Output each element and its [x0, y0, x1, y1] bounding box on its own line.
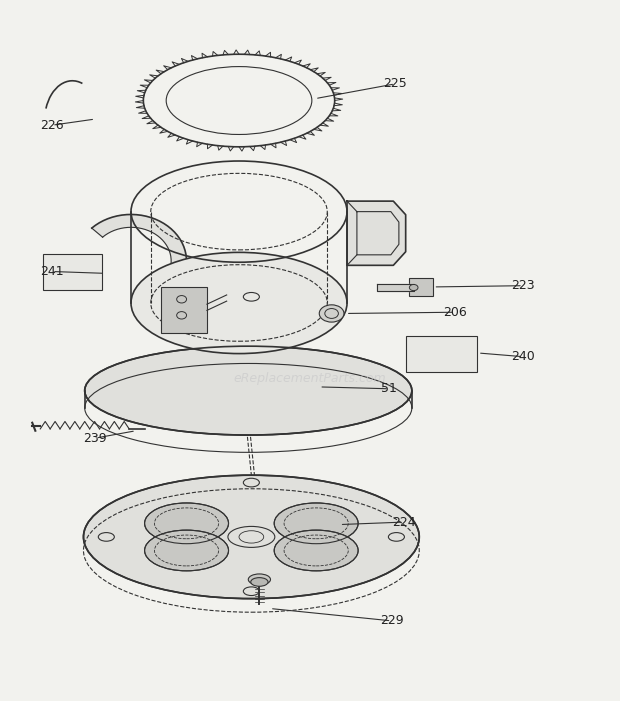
Ellipse shape [144, 530, 229, 571]
Text: 240: 240 [511, 350, 535, 363]
Ellipse shape [131, 161, 347, 262]
Text: 51: 51 [381, 382, 397, 395]
Ellipse shape [84, 475, 419, 599]
Polygon shape [377, 285, 414, 291]
Text: 223: 223 [511, 279, 535, 292]
Ellipse shape [274, 530, 358, 571]
Bar [43, 254, 102, 290]
Ellipse shape [85, 346, 412, 435]
Ellipse shape [274, 503, 358, 544]
Text: 226: 226 [40, 118, 64, 132]
Text: eReplacementParts.com: eReplacementParts.com [234, 372, 386, 385]
Text: 229: 229 [379, 614, 403, 627]
Bar [409, 278, 433, 297]
Bar [161, 287, 207, 333]
Ellipse shape [144, 503, 229, 544]
Text: 241: 241 [40, 265, 64, 278]
Text: 239: 239 [84, 432, 107, 444]
Ellipse shape [131, 252, 347, 353]
Text: 225: 225 [383, 77, 407, 90]
Ellipse shape [409, 285, 418, 291]
Ellipse shape [319, 305, 344, 322]
Text: 206: 206 [443, 306, 467, 319]
Ellipse shape [248, 574, 270, 585]
Ellipse shape [250, 578, 268, 586]
Polygon shape [347, 201, 405, 265]
Polygon shape [92, 215, 187, 302]
Bar [405, 336, 477, 372]
Text: 224: 224 [392, 516, 415, 529]
